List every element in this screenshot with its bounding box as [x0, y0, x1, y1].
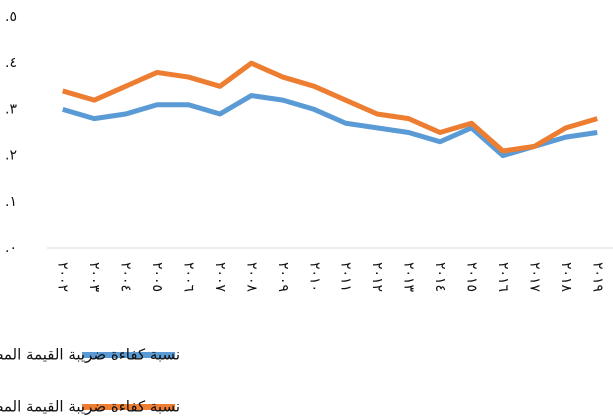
- x-tick-label: ٢٠٠٤: [118, 262, 134, 292]
- x-tick-label: ٢٠٠٩: [275, 262, 291, 292]
- y-tick-label: .٣: [5, 101, 17, 117]
- x-tick-label: ٢٠٠٢: [55, 262, 71, 292]
- y-tick-label: .٥: [5, 9, 17, 25]
- legend-label: نسبة كفاءة ضريبة القيمة المضافة على قاعد…: [0, 398, 180, 416]
- x-tick-label: ٢٠٠٦: [181, 262, 197, 292]
- x-tick-label: ٢٠١١: [338, 262, 354, 292]
- x-tick-label: ٢٠١٧: [526, 262, 542, 293]
- x-tick-label: ٢٠١٩: [589, 262, 605, 292]
- y-tick-label: .٢: [5, 148, 17, 164]
- x-tick-label: ٢٠١٣: [401, 262, 417, 293]
- x-tick-label: ٢٠١٦: [495, 262, 511, 292]
- y-tick-label: .٤: [5, 55, 17, 71]
- series-line: [62, 93, 598, 159]
- x-tick-label: ٢٠٠٧: [212, 262, 228, 293]
- y-tick-label: .١: [5, 194, 17, 210]
- x-tick-label: ٢٠١٤: [432, 262, 448, 292]
- x-tick-label: ٢٠١٢: [369, 262, 385, 292]
- series-line: [62, 60, 598, 154]
- x-tick-label: ٢٠١٠: [306, 262, 322, 292]
- x-tick-label: ٢٠٠٣: [86, 262, 102, 293]
- x-tick-label: ٢٠١٥: [464, 262, 480, 292]
- x-tick-label: ٢٠١٨: [558, 262, 574, 293]
- y-tick-label: .٠: [5, 240, 17, 256]
- x-tick-label: ٢٠٠٨: [243, 262, 259, 293]
- x-tick-label: ٢٠٠٥: [149, 262, 165, 292]
- legend-label: نسبة كفاءة ضريبة القيمة المضافة: [0, 346, 180, 364]
